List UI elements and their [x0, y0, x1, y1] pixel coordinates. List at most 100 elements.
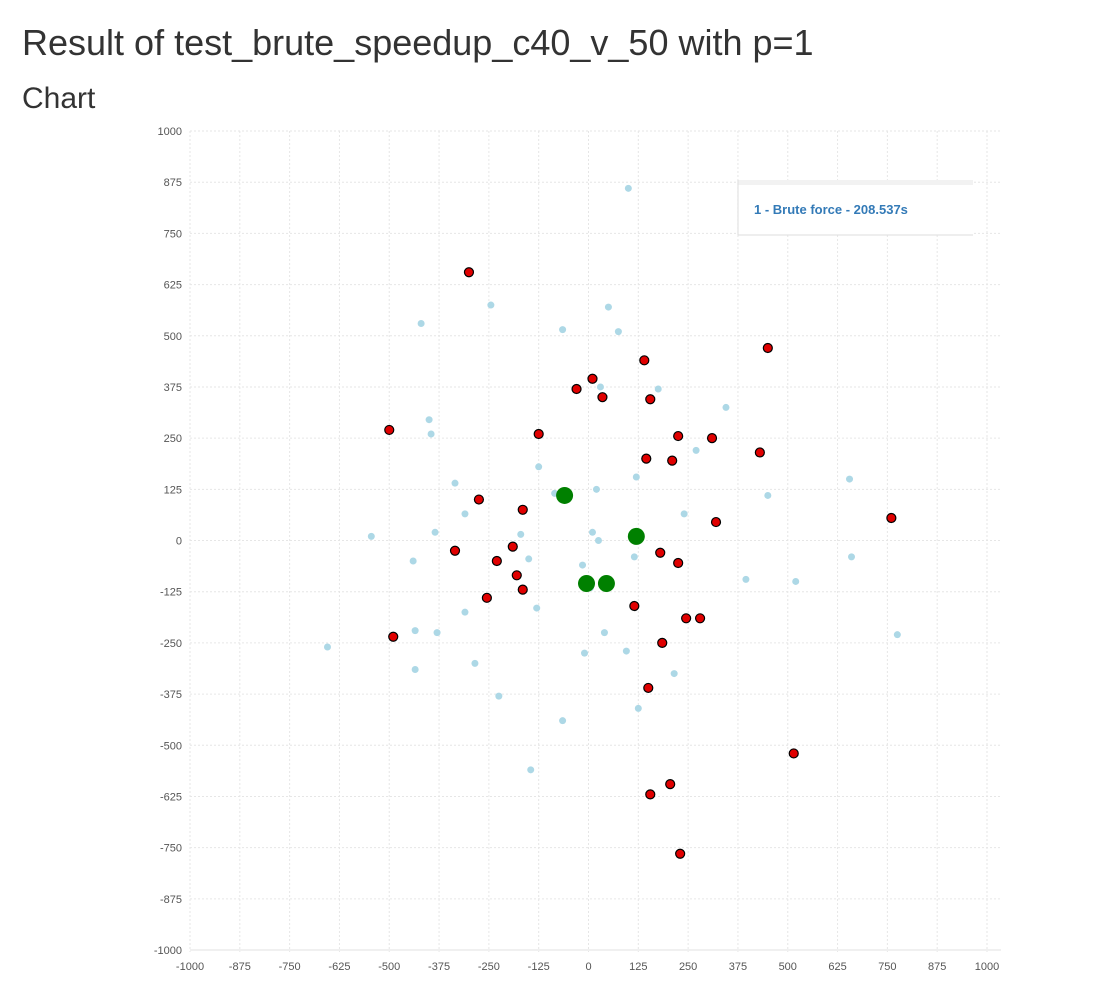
- vertex-point: [579, 562, 586, 569]
- vertex-point: [615, 328, 622, 335]
- legend-top-border: [738, 180, 973, 185]
- vertex-point: [461, 609, 468, 616]
- customer-point: [763, 344, 772, 353]
- customer-point: [696, 614, 705, 623]
- customer-point: [464, 268, 473, 277]
- x-tick-label: -125: [528, 961, 550, 973]
- vertex-point: [452, 480, 459, 487]
- x-tick-label: -250: [478, 961, 500, 973]
- vertex-point: [722, 404, 729, 411]
- vertex-point: [434, 629, 441, 636]
- x-tick-label: -625: [328, 961, 350, 973]
- customer-point: [389, 632, 398, 641]
- vertex-point: [559, 717, 566, 724]
- vertex-point: [764, 492, 771, 499]
- legend-entry[interactable]: 1 - Brute force - 208.537s: [754, 202, 908, 217]
- vertex-point: [324, 643, 331, 650]
- vertex-point: [410, 557, 417, 564]
- customer-point: [887, 513, 896, 522]
- customer-point: [385, 425, 394, 434]
- vertex-point: [655, 385, 662, 392]
- vertex-point: [894, 631, 901, 638]
- y-tick-label: 250: [164, 433, 182, 445]
- vertex-point: [527, 766, 534, 773]
- center-point: [628, 528, 645, 545]
- x-tick-label: -500: [378, 961, 400, 973]
- vertex-point: [432, 529, 439, 536]
- center-point: [556, 487, 573, 504]
- customer-point: [630, 602, 639, 611]
- y-tick-label: 750: [164, 228, 182, 240]
- x-tick-label: 375: [729, 961, 747, 973]
- vertex-point: [428, 431, 435, 438]
- vertex-point: [671, 670, 678, 677]
- x-tick-label: -750: [279, 961, 301, 973]
- customer-point: [646, 790, 655, 799]
- y-tick-label: -750: [160, 843, 182, 855]
- x-tick-label: 1000: [975, 961, 999, 973]
- customer-point: [668, 456, 677, 465]
- y-tick-label: 500: [164, 331, 182, 343]
- vertex-point: [559, 326, 566, 333]
- vertex-point: [517, 531, 524, 538]
- vertex-point: [848, 553, 855, 560]
- x-tick-label: 125: [629, 961, 647, 973]
- x-tick-label: 0: [585, 961, 591, 973]
- center-point: [578, 575, 595, 592]
- customer-point: [789, 749, 798, 758]
- x-tick-label: 875: [928, 961, 946, 973]
- vertex-point: [461, 510, 468, 517]
- vertex-point: [418, 320, 425, 327]
- y-tick-label: 375: [164, 382, 182, 394]
- vertex-point: [605, 304, 612, 311]
- y-tick-label: 1000: [158, 126, 182, 138]
- vertex-point: [412, 666, 419, 673]
- legend[interactable]: 1 - Brute force - 208.537s: [738, 180, 973, 235]
- customer-point: [646, 395, 655, 404]
- customer-point: [656, 548, 665, 557]
- y-tick-label: -125: [160, 587, 182, 599]
- x-tick-label: -375: [428, 961, 450, 973]
- vertex-point: [412, 627, 419, 634]
- x-tick-label: 250: [679, 961, 697, 973]
- customer-point: [682, 614, 691, 623]
- vertex-point: [487, 302, 494, 309]
- center-point: [598, 575, 615, 592]
- customer-point: [588, 374, 597, 383]
- x-tick-label: 750: [878, 961, 896, 973]
- customer-point: [482, 593, 491, 602]
- customer-point: [512, 571, 521, 580]
- customer-point: [666, 780, 675, 789]
- customer-point: [712, 518, 721, 527]
- vertex-point: [635, 705, 642, 712]
- customer-point: [708, 434, 717, 443]
- y-tick-label: -375: [160, 689, 182, 701]
- vertex-point: [792, 578, 799, 585]
- y-tick-label: 125: [164, 484, 182, 496]
- vertex-point: [742, 576, 749, 583]
- vertex-point: [846, 476, 853, 483]
- vertex-point: [597, 383, 604, 390]
- vertex-point: [535, 463, 542, 470]
- customer-point: [755, 448, 764, 457]
- customer-point: [518, 585, 527, 594]
- customer-point: [572, 384, 581, 393]
- customer-point: [518, 505, 527, 514]
- vertex-point: [633, 474, 640, 481]
- customer-point: [474, 495, 483, 504]
- customer-point: [642, 454, 651, 463]
- vertex-point: [681, 510, 688, 517]
- customer-point: [508, 542, 517, 551]
- vertex-point: [589, 529, 596, 536]
- vertex-point: [595, 537, 602, 544]
- customer-point: [658, 638, 667, 647]
- customer-point: [644, 683, 653, 692]
- vertex-point: [495, 693, 502, 700]
- x-tick-label: 625: [828, 961, 846, 973]
- y-tick-label: 0: [176, 536, 182, 548]
- vertex-point: [533, 605, 540, 612]
- axis-labels: -1000 -875 -750 -625 -500 -375 -250 -125 0 125 250…: [154, 126, 999, 973]
- customer-point: [674, 559, 683, 568]
- data-points: [324, 185, 901, 858]
